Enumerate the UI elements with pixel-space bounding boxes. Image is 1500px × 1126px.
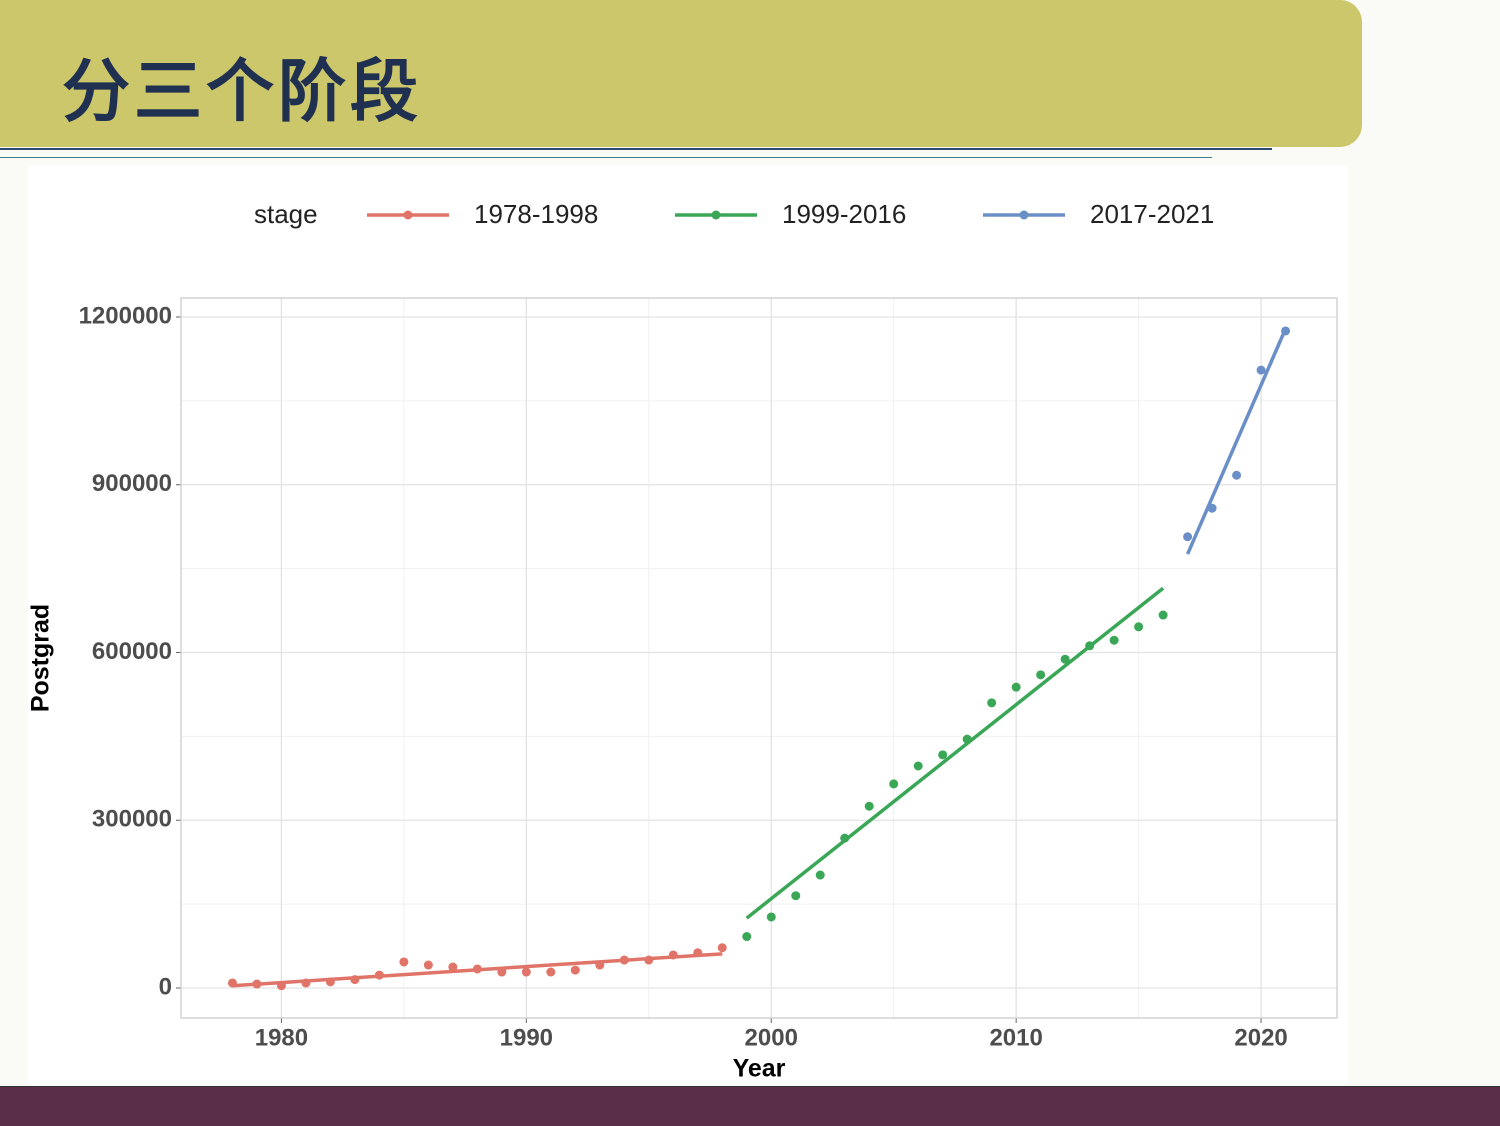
chart-background [28,165,1348,1085]
point [1232,470,1242,480]
point [913,761,923,771]
y-tick-label: 300000 [92,806,172,833]
point [766,912,776,922]
point [1158,610,1168,620]
point [889,779,899,789]
plot-border [180,297,1338,1019]
header-bar: 分三个阶段 [0,0,1362,147]
y-tick-label: 900000 [92,470,172,497]
y-tick-label: 1200000 [79,302,172,329]
footer-bar [0,1086,1500,1126]
x-tick-label: 2000 [745,1024,798,1051]
point [938,750,948,760]
legend-label: 1978-1998 [474,199,598,229]
point [1109,635,1119,645]
legend-label: 2017-2021 [1090,199,1214,229]
divider [0,157,1212,158]
point [717,943,727,953]
x-tick-label: 2020 [1234,1024,1287,1051]
point [399,957,409,967]
point [448,962,458,972]
point [521,967,531,977]
x-axis-label: Year [733,1055,786,1083]
point [864,801,874,811]
fit-line [745,586,1165,920]
point [987,698,997,708]
point [1060,654,1070,664]
legend-swatch-point [1019,210,1029,220]
y-axis-label: Postgrad [27,604,55,712]
x-tick-label: 1990 [500,1024,553,1051]
legend-swatch-point [403,210,413,220]
point [1011,682,1021,692]
point [570,965,580,975]
x-tick-label: 1980 [255,1024,308,1051]
point [1134,622,1144,632]
legend-swatch-point [711,210,721,220]
y-tick-label: 0 [159,973,172,1000]
x-tick-label: 2010 [989,1024,1042,1051]
point [423,960,433,970]
legend-label: 1999-2016 [782,199,906,229]
point [791,891,801,901]
point [742,932,752,942]
point [815,870,825,880]
point [1183,532,1193,542]
fit-line [1185,328,1288,555]
slide-title: 分三个阶段 [62,52,423,132]
legend-title: stage [254,199,318,229]
y-tick-label: 600000 [92,638,172,665]
fit-line [232,952,723,988]
point [1036,670,1046,680]
point [1256,365,1266,375]
divider [0,148,1272,150]
point [546,967,556,977]
